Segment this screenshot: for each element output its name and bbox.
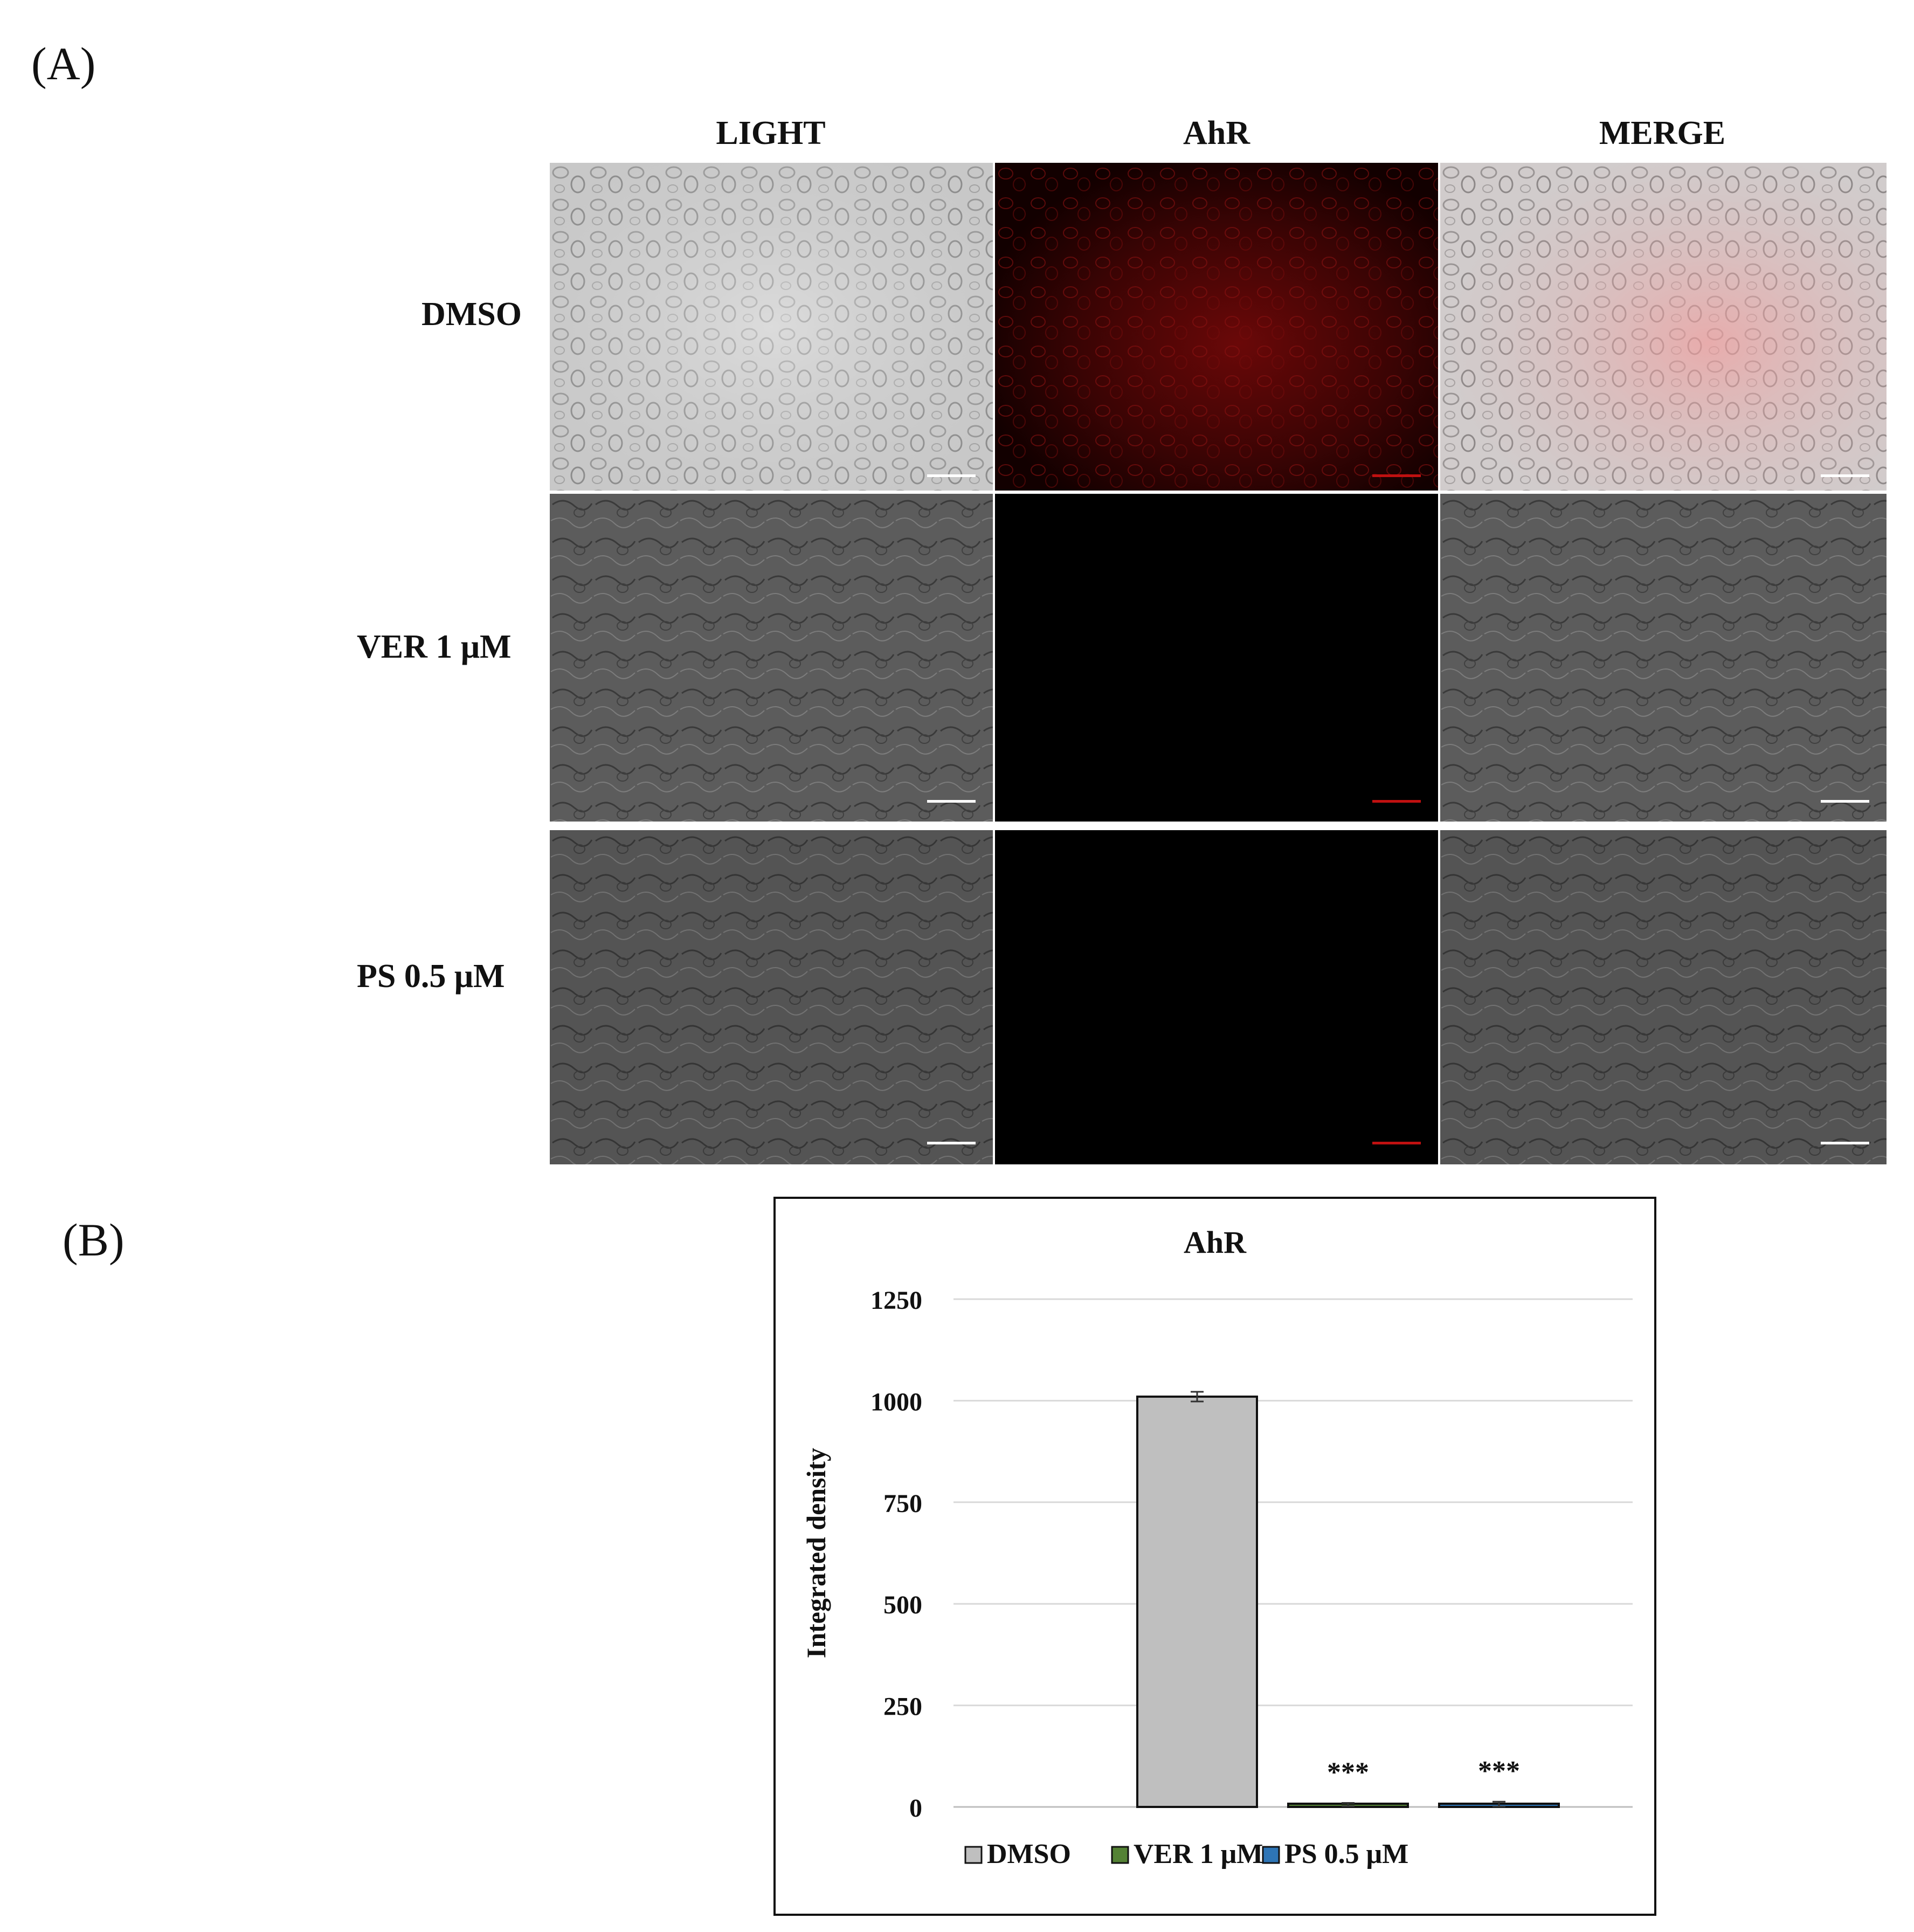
y-tick-label: 250	[883, 1693, 922, 1721]
y-axis-label: Integrated density	[801, 1448, 831, 1658]
image-ps-merge	[1440, 830, 1887, 1164]
image-ver-ahr	[995, 494, 1438, 822]
image-ps-light	[550, 830, 993, 1164]
column-header-merge: MERGE	[1599, 115, 1726, 151]
image-dmso-merge	[1440, 163, 1887, 491]
legend-swatch-1	[1111, 1846, 1129, 1864]
bar-chart-box: AhR 0 250 500 750 1000 1250 Integrated density *…	[773, 1197, 1656, 1916]
y-tick-label: 500	[883, 1591, 922, 1619]
microscopy-grid	[550, 163, 1887, 1164]
bar-chart: AhR 0 250 500 750 1000 1250 Integrated density *…	[801, 1225, 1633, 1869]
panel-b-label: (B)	[63, 1214, 125, 1266]
image-ps-ahr	[995, 830, 1438, 1164]
row-label-dmso: DMSO	[422, 296, 522, 333]
image-dmso-ahr	[995, 163, 1438, 491]
legend-label-1: VER 1 μM	[1134, 1839, 1263, 1869]
legend-label-0: DMSO	[987, 1839, 1071, 1869]
chart-title: AhR	[1184, 1225, 1247, 1260]
row-label-ps: PS 0.5 μM	[357, 958, 505, 995]
image-ver-light	[550, 494, 993, 822]
y-tick-label: 0	[909, 1794, 922, 1823]
legend-label-2: PS 0.5 μM	[1284, 1839, 1408, 1869]
significance-label-1: ***	[1327, 1757, 1369, 1788]
y-tick-label: 1250	[870, 1286, 922, 1315]
column-header-light: LIGHT	[716, 115, 826, 151]
y-tick-label: 750	[883, 1489, 922, 1518]
legend-swatch-2	[1262, 1846, 1280, 1864]
y-tick-label: 1000	[870, 1388, 922, 1416]
panel-a-label: (A)	[31, 38, 96, 89]
image-ver-merge	[1440, 494, 1887, 822]
row-label-ver: VER 1 μM	[357, 629, 512, 665]
bar-0	[1136, 1395, 1258, 1808]
legend-swatch-0	[964, 1846, 983, 1864]
column-header-ahr: AhR	[1183, 115, 1250, 151]
significance-label-2: ***	[1478, 1756, 1520, 1786]
image-dmso-light	[550, 163, 993, 491]
